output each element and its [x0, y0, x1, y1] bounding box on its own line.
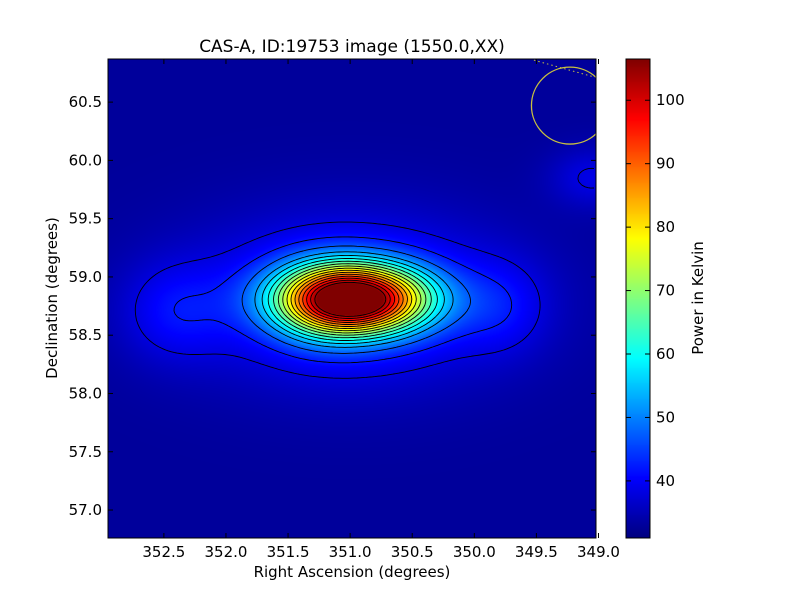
contour-level-68 — [277, 263, 427, 336]
x-tick-label: 352.0 — [204, 543, 247, 561]
contour-level-92 — [302, 275, 400, 323]
colorbar-tick-label: 50 — [656, 408, 675, 426]
x-tick-label: 349.0 — [577, 543, 620, 561]
colorbar-ticks: 40 50 60 70 80 90 100 — [626, 91, 685, 490]
beam-circle — [530, 66, 596, 145]
contour-level-104 — [314, 281, 387, 317]
colorbar-gradient — [626, 59, 650, 538]
colorbar-tick-label: 90 — [656, 155, 675, 173]
contour-level-56 — [261, 254, 445, 345]
colorbar: 40 50 60 70 80 90 100 Power in Kelvin — [625, 58, 707, 539]
x-tick-label: 351.0 — [329, 543, 372, 561]
colorbar-tick-label: 40 — [656, 472, 675, 490]
y-tick-label: 58.0 — [69, 384, 102, 402]
beam-overlay — [530, 59, 596, 145]
contour-level-72 — [282, 265, 422, 334]
contour-level-76 — [286, 267, 417, 332]
contour-level-64 — [273, 260, 432, 339]
contour-level-42 — [173, 236, 513, 364]
contour-level-80 — [290, 269, 413, 330]
contour-level-60 — [267, 258, 438, 341]
x-axis: 352.5 352.0 351.5 351.0 350.5 350.0 349.5 349.0 — [142, 59, 620, 561]
contour-level-38 — [134, 167, 595, 379]
x-axis-label: Right Ascension (degrees) — [254, 563, 451, 581]
plot-frame — [107, 58, 597, 539]
contour-level-47 — [241, 245, 471, 354]
contour-level-96 — [306, 277, 396, 321]
y-tick-label: 60.5 — [69, 93, 102, 111]
colorbar-frame — [625, 58, 651, 539]
x-tick-label: 352.5 — [142, 543, 185, 561]
contour-level-100 — [310, 279, 391, 319]
beam-dotted-line — [533, 59, 593, 77]
x-tick-label: 350.0 — [453, 543, 496, 561]
y-tick-label: 59.5 — [69, 210, 102, 228]
colorbar-tick-label: 70 — [656, 282, 675, 300]
plot-area — [108, 59, 596, 538]
colorbar-label: Power in Kelvin — [689, 241, 707, 355]
y-tick-label: 59.0 — [69, 268, 102, 286]
x-tick-label: 351.5 — [267, 543, 310, 561]
contour-level-52 — [254, 251, 454, 348]
contour-lines — [134, 167, 595, 379]
contour-level-88 — [298, 273, 404, 325]
colorbar-tick-label: 100 — [656, 91, 685, 109]
y-axis: 57.0 57.5 58.0 58.5 59.0 59.5 60.0 60.5 — [69, 93, 596, 519]
x-tick-label: 349.5 — [515, 543, 558, 561]
y-tick-label: 60.0 — [69, 151, 102, 169]
colorbar-tick-label: 60 — [656, 345, 675, 363]
y-tick-label: 57.0 — [69, 501, 102, 519]
contour-level-84 — [294, 271, 408, 327]
y-tick-label: 57.5 — [69, 443, 102, 461]
x-tick-label: 350.5 — [391, 543, 434, 561]
chart-title: CAS-A, ID:19753 image (1550.0,XX) — [199, 37, 505, 57]
y-axis-label: Declination (degrees) — [43, 217, 61, 379]
y-tick-label: 58.5 — [69, 326, 102, 344]
colorbar-tick-label: 80 — [656, 218, 675, 236]
heatmap-image — [108, 59, 596, 538]
